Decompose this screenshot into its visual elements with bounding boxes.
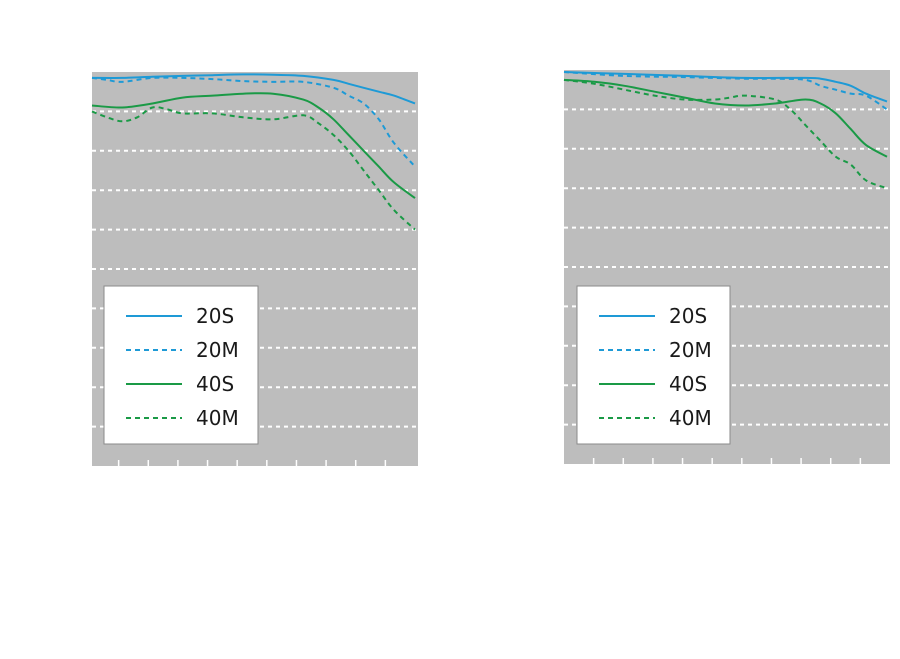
series-line-20m (563, 71, 888, 111)
legend: 20S 20M 40S 40M (103, 285, 259, 445)
legend-label-20s: 20S (196, 304, 234, 328)
series-line-20m (91, 76, 416, 168)
series-line-40m (563, 78, 888, 190)
chart-left: 20S 20M 40S 40M (91, 72, 418, 466)
series-line-40s (563, 78, 888, 158)
legend-label-40s: 40S (669, 372, 707, 396)
series-line-20s (563, 71, 888, 103)
legend-label-20m: 20M (196, 338, 239, 362)
series-line-40m (91, 106, 416, 231)
legend-label-40m: 40M (196, 406, 239, 430)
legend-label-40m: 40M (669, 406, 712, 430)
legend-label-20m: 20M (669, 338, 712, 362)
chart-right: 20S 20M 40S 40M (563, 70, 890, 464)
series-line-20s (91, 73, 416, 105)
legend-label-20s: 20S (669, 304, 707, 328)
series-line-40s (91, 92, 416, 199)
legend-label-40s: 40S (196, 372, 234, 396)
legend: 20S 20M 40S 40M (576, 285, 731, 445)
